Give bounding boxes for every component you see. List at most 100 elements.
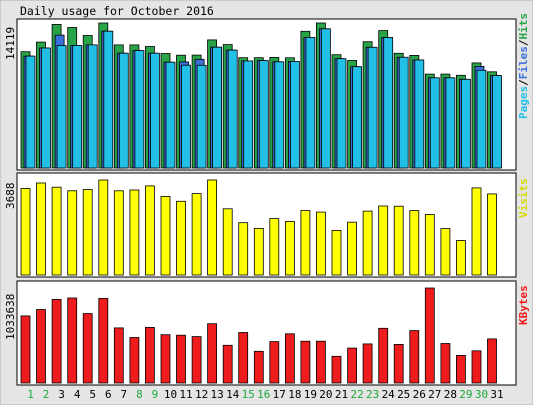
- visits-bar-day-21: [331, 229, 342, 276]
- kbytes-bar-day-4: [67, 297, 78, 384]
- kbytes-bar-day-21: [331, 355, 342, 384]
- legend-files: Files: [517, 46, 530, 79]
- pages-bar-day-4: [72, 45, 83, 169]
- pages-bar-day-17: [274, 61, 285, 169]
- pages-bar-day-14: [227, 49, 238, 169]
- legend-sep-1: /: [517, 79, 530, 86]
- pages-bar-day-19: [305, 37, 316, 169]
- visits-bar-day-2: [36, 182, 46, 276]
- visits-bar-day-6: [98, 179, 109, 276]
- visits-bar-day-5: [82, 189, 93, 276]
- kbytes-bar-day-25: [393, 343, 404, 384]
- visits-bar-day-26: [409, 210, 420, 276]
- visits-bar-day-10: [160, 195, 171, 276]
- legend-hits: Hits: [517, 13, 530, 40]
- pages-bar-day-18: [289, 61, 300, 169]
- day-label-4: 4: [74, 388, 81, 401]
- day-label-3: 3: [58, 388, 65, 401]
- visits-bar-day-11: [176, 200, 186, 276]
- kbytes-bar-day-26: [409, 330, 420, 384]
- hits-ymax-label: 14119: [4, 27, 17, 60]
- day-label-14: 14: [226, 388, 240, 401]
- visits-bar-day-27: [424, 214, 435, 276]
- pages-bar-day-28: [445, 77, 456, 169]
- visits-bar-day-19: [300, 210, 311, 276]
- day-label-20: 20: [319, 388, 332, 401]
- day-label-12: 12: [195, 388, 208, 401]
- visits-bar-day-18: [284, 220, 295, 276]
- kbytes-bar-day-2: [36, 309, 46, 384]
- kbytes-bar-day-1: [20, 315, 31, 384]
- pages-bar-day-27: [429, 77, 440, 169]
- kbytes-bar-day-8: [129, 337, 140, 384]
- pages-bar-day-12: [196, 64, 207, 169]
- visits-bar-day-17: [269, 218, 280, 276]
- kbytes-bars: [20, 287, 497, 384]
- kbytes-bar-day-30: [471, 350, 482, 384]
- kbytes-bar-day-7: [113, 327, 124, 384]
- pages-bar-day-26: [414, 59, 425, 169]
- visits-bar-day-28: [440, 228, 451, 276]
- day-label-11: 11: [179, 388, 192, 401]
- pages-bar-day-31: [492, 75, 502, 169]
- kbytes-bar-day-13: [207, 323, 218, 384]
- pages-bar-day-30: [476, 69, 487, 169]
- visits-bars: [20, 179, 497, 276]
- kbytes-bar-day-31: [487, 338, 497, 384]
- day-label-25: 25: [397, 388, 410, 401]
- kbytes-bar-day-24: [378, 327, 389, 384]
- pages-bar-day-15: [243, 60, 254, 169]
- pages-bar-day-1: [25, 55, 36, 169]
- kbytes-bar-day-15: [238, 332, 249, 384]
- pages-bar-day-9: [149, 52, 160, 169]
- day-tick-labels: 1 2 3 4 5 6 7 8 9 10 11 12 13 14 15 16 17 18 19 20 21 22 23 24 2…: [27, 388, 503, 401]
- kbytes-bar-day-29: [455, 354, 466, 384]
- kbytes-bar-day-6: [98, 297, 109, 384]
- day-label-5: 5: [89, 388, 96, 401]
- visits-ymax-label: 3688: [4, 183, 17, 210]
- visits-bar-day-7: [113, 190, 124, 276]
- pages-bar-day-7: [118, 52, 129, 169]
- day-label-16: 16: [257, 388, 270, 401]
- visits-bar-day-31: [487, 193, 497, 276]
- kbytes-bar-day-11: [176, 334, 186, 384]
- kbytes-bar-day-17: [269, 341, 280, 384]
- day-label-6: 6: [105, 388, 112, 401]
- pages-bar-day-25: [398, 56, 409, 169]
- visits-bar-day-3: [51, 186, 62, 276]
- hits-bars: [20, 22, 502, 169]
- pages-bar-day-11: [181, 64, 191, 169]
- kbytes-bar-day-28: [440, 343, 451, 384]
- visits-bar-day-23: [362, 210, 373, 276]
- visits-bar-day-20: [315, 211, 326, 276]
- pages-bar-day-6: [103, 30, 114, 169]
- pages-bar-day-16: [258, 60, 269, 169]
- pages-bar-day-22: [352, 66, 363, 169]
- kbytes-legend: KBytes: [517, 285, 530, 325]
- visits-bar-day-12: [191, 193, 202, 276]
- day-label-13: 13: [210, 388, 223, 401]
- visits-bar-day-30: [471, 187, 482, 276]
- day-label-8: 8: [136, 388, 143, 401]
- kbytes-bar-day-27: [424, 287, 435, 384]
- pages-bar-day-3: [56, 45, 67, 169]
- visits-bar-day-24: [378, 205, 389, 276]
- kbytes-bar-day-23: [362, 343, 373, 384]
- pages-bar-day-13: [212, 46, 223, 169]
- kbytes-bar-day-16: [253, 350, 264, 384]
- visits-bar-day-15: [238, 222, 249, 276]
- day-label-1: 1: [27, 388, 34, 401]
- chart-title: Daily usage for October 2016: [20, 4, 214, 18]
- day-label-23: 23: [366, 388, 379, 401]
- day-label-29: 29: [459, 388, 472, 401]
- visits-bar-day-25: [393, 205, 404, 276]
- pages-bar-day-10: [165, 61, 176, 169]
- pages-bar-day-21: [336, 58, 347, 169]
- day-label-27: 27: [428, 388, 441, 401]
- pages-bar-day-23: [367, 46, 378, 169]
- kbytes-bar-day-18: [284, 333, 295, 384]
- day-label-31: 31: [490, 388, 503, 401]
- day-label-22: 22: [350, 388, 363, 401]
- kbytes-bar-day-3: [51, 298, 62, 384]
- day-label-18: 18: [288, 388, 301, 401]
